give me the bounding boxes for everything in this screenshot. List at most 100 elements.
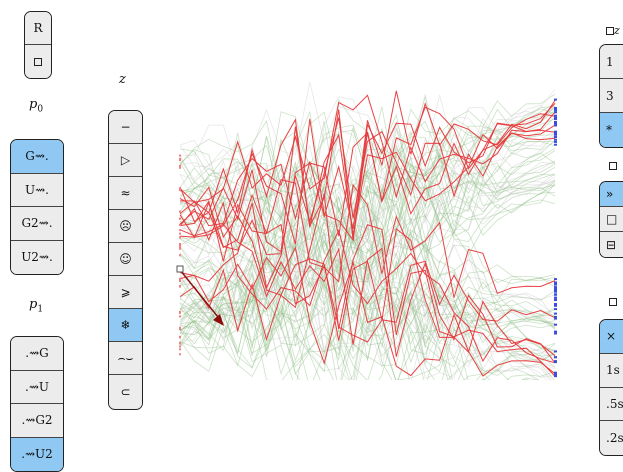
trajectory-line (179, 103, 556, 245)
trajectory-line (179, 136, 556, 242)
arrow-handle[interactable] (176, 265, 184, 273)
right-option-a-2[interactable]: * (600, 113, 623, 147)
z-option-6[interactable]: ❄ (109, 309, 142, 342)
trajectory-line (179, 173, 556, 337)
end-marker (554, 278, 557, 281)
right-option-b-2[interactable]: ⊟ (600, 232, 623, 257)
start-marker (179, 164, 181, 167)
trajectory-line (179, 273, 556, 360)
trajectory-line (179, 161, 556, 335)
arc-icon: ⌢⌣ (117, 350, 134, 365)
right-option-b-1[interactable]: □ (600, 207, 623, 232)
right-option-c-0[interactable]: × (600, 320, 623, 354)
z-option-0[interactable]: − (109, 111, 142, 144)
start-marker (179, 328, 181, 331)
right-panel-2: » □ ⊟ (599, 181, 623, 258)
trajectory-line (179, 152, 556, 320)
snowflake-icon: ❄ (120, 318, 131, 332)
p0-option-3[interactable]: U2⇝. (11, 240, 63, 274)
z-panel: − ▷ ≈ ☹ ☺ ⩾ ❄ ⌢⌣ ⊂ (108, 110, 143, 410)
end-marker (554, 132, 557, 135)
reset-button[interactable]: R (25, 12, 51, 45)
trajectory-line (179, 106, 556, 220)
trajectory-line (179, 128, 556, 234)
z-option-8[interactable]: ⊂ (109, 375, 142, 408)
p1-option-3[interactable]: .⇝U2 (11, 437, 63, 471)
end-marker (554, 124, 557, 127)
right-checkbox-2[interactable] (609, 160, 617, 173)
trajectory-line (179, 106, 556, 253)
trajectory-line (179, 105, 556, 346)
end-marker (554, 315, 557, 318)
trajectory-line (179, 147, 556, 250)
right-option-c-1[interactable]: 1s (600, 353, 623, 388)
z-option-7[interactable]: ⌢⌣ (109, 342, 142, 375)
trajectory-line (179, 245, 556, 353)
end-marker (554, 111, 557, 114)
right-panel-3: × 1s .5s .2s (599, 319, 623, 456)
trajectory-line (179, 263, 540, 380)
p1-label: p1 (29, 297, 44, 315)
trajectory-line (179, 106, 556, 332)
p1-option-1[interactable]: .⇝U (11, 370, 63, 404)
trajectory-line (179, 168, 556, 315)
square-icon (34, 57, 42, 66)
trajectory-line (179, 303, 556, 380)
right-option-a-label: * (606, 123, 612, 137)
p1-option-label: .⇝G2 (21, 413, 53, 428)
trajectory-line (179, 273, 530, 380)
right-option-a-1[interactable]: 3 (600, 79, 623, 113)
trajectory-line (179, 149, 556, 352)
start-marker (179, 232, 181, 235)
end-marker (554, 107, 557, 109)
trajectory-line (179, 187, 556, 328)
p0-label: p0 (29, 97, 44, 115)
right-option-b-0[interactable]: » (600, 182, 623, 207)
trajectory-line (179, 111, 556, 198)
end-marker (554, 140, 557, 143)
trajectory-plot (176, 82, 557, 380)
start-marker (179, 229, 181, 232)
right-option-c-label: 1s (606, 363, 620, 378)
right-option-c-2[interactable]: .5s (600, 387, 623, 422)
right-option-a-0[interactable]: 1 (600, 45, 623, 79)
square-toggle-button[interactable] (25, 45, 51, 78)
trajectory-line (179, 144, 556, 282)
p0-option-1[interactable]: U⇝. (11, 173, 63, 207)
right-option-c-3[interactable]: .2s (600, 421, 623, 455)
z-option-1[interactable]: ▷ (109, 144, 142, 177)
checkbox-icon[interactable] (606, 27, 614, 35)
p1-option-0[interactable]: .⇝G (11, 337, 63, 371)
trajectory-line (179, 184, 556, 349)
end-marker (554, 332, 557, 335)
end-marker (554, 98, 557, 101)
trajectory-line (179, 148, 556, 330)
z-option-3[interactable]: ☹ (109, 210, 142, 243)
trajectory-line (179, 201, 556, 364)
p1-option-2[interactable]: .⇝G2 (11, 404, 63, 438)
z-option-2[interactable]: ≈ (109, 177, 142, 210)
z-option-5[interactable]: ⩾ (109, 276, 142, 309)
p0-option-0[interactable]: G⇝. (11, 140, 63, 174)
direction-arrow (179, 269, 223, 323)
right-checkbox-3[interactable] (609, 296, 617, 309)
start-marker (179, 277, 181, 280)
trajectory-line (179, 223, 556, 364)
trajectory-line (179, 106, 556, 342)
trajectory-line (179, 161, 556, 293)
p0-option-2[interactable]: G2⇝. (11, 207, 63, 241)
trajectory-line (179, 118, 556, 235)
end-marker (554, 323, 557, 326)
z-label: z (119, 72, 126, 87)
start-marker (179, 189, 181, 192)
end-marker (554, 360, 557, 363)
p1-option-label: .⇝U2 (21, 447, 53, 462)
right-panel-1: 1 3 * (599, 44, 623, 148)
start-marker (179, 236, 181, 239)
end-marker (554, 375, 557, 378)
greater-equal-icon: ⩾ (120, 285, 131, 299)
approx-icon: ≈ (120, 186, 131, 200)
start-marker (179, 166, 181, 169)
z-option-4[interactable]: ☺ (109, 243, 142, 276)
trajectory-line (179, 82, 556, 176)
